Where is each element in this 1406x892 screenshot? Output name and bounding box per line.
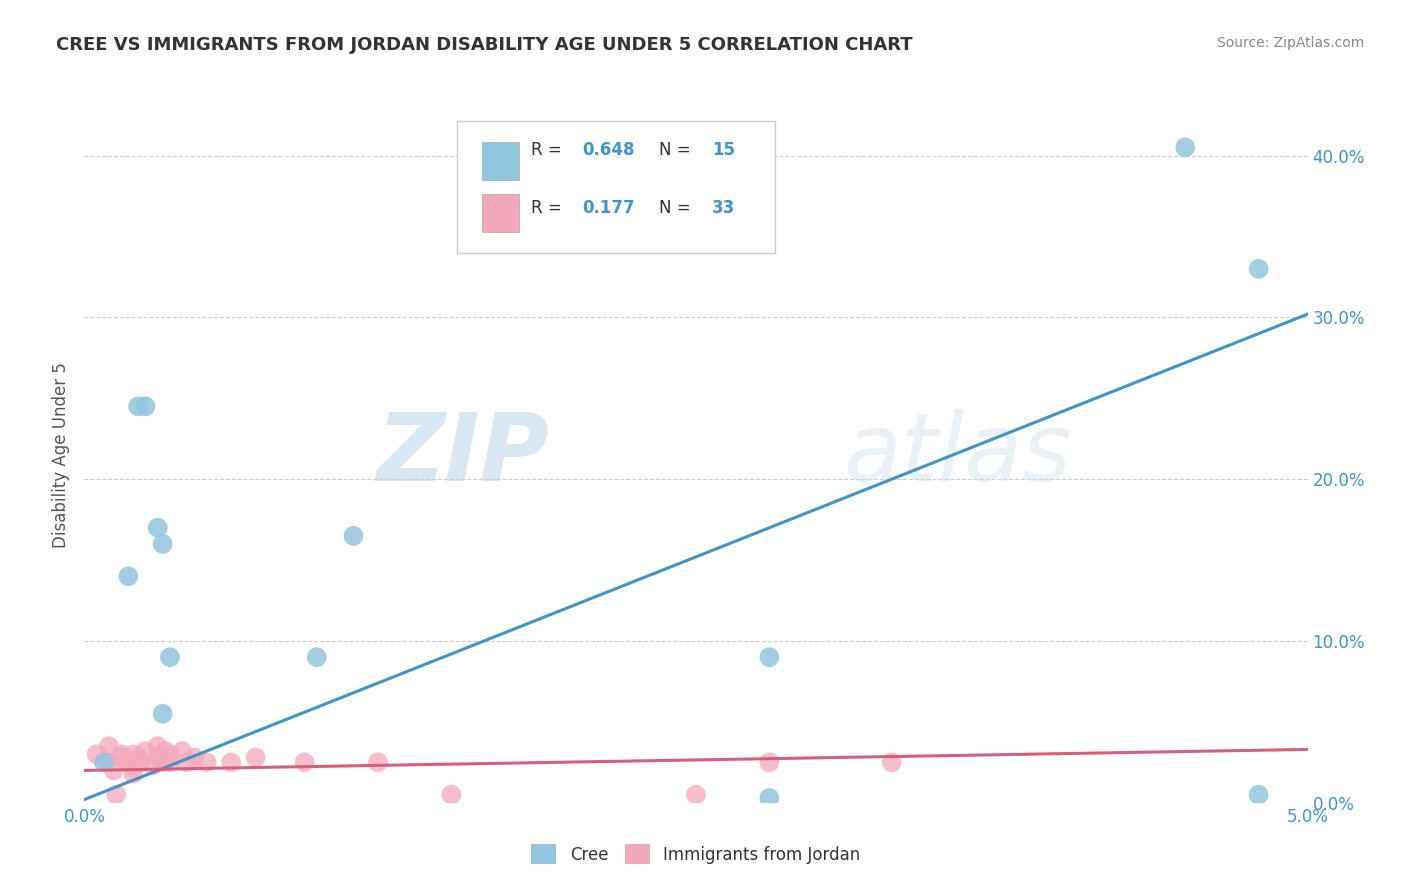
Text: atlas: atlas: [842, 409, 1071, 500]
Point: [146, 739, 169, 754]
Point: [159, 650, 181, 665]
Point: [103, 764, 125, 778]
Point: [294, 756, 316, 770]
Point: [183, 750, 205, 764]
Point: [758, 791, 780, 805]
Legend: Cree, Immigrants from Jordan: Cree, Immigrants from Jordan: [524, 838, 868, 871]
FancyBboxPatch shape: [482, 194, 519, 232]
Point: [880, 756, 903, 770]
Point: [122, 766, 145, 780]
Y-axis label: Disability Age Under 5: Disability Age Under 5: [52, 362, 70, 548]
FancyBboxPatch shape: [457, 121, 776, 253]
Text: R =: R =: [531, 141, 567, 159]
Point: [219, 756, 242, 770]
Text: ZIP: ZIP: [377, 409, 550, 501]
Point: [685, 788, 707, 802]
Point: [129, 756, 152, 770]
Point: [440, 788, 463, 802]
Point: [758, 650, 780, 665]
Point: [146, 750, 169, 764]
Point: [342, 529, 364, 543]
Point: [305, 650, 328, 665]
Text: N =: N =: [659, 199, 696, 217]
Text: CREE VS IMMIGRANTS FROM JORDAN DISABILITY AGE UNDER 5 CORRELATION CHART: CREE VS IMMIGRANTS FROM JORDAN DISABILIT…: [56, 36, 912, 54]
Point: [195, 756, 218, 770]
Text: 33: 33: [711, 199, 735, 217]
Point: [97, 756, 120, 770]
Point: [110, 750, 132, 764]
Point: [758, 756, 780, 770]
Text: 15: 15: [711, 141, 735, 159]
Point: [117, 756, 139, 770]
FancyBboxPatch shape: [482, 142, 519, 180]
Point: [146, 521, 169, 535]
Point: [97, 739, 120, 754]
Point: [152, 537, 174, 551]
Point: [86, 747, 108, 762]
Point: [1247, 261, 1270, 276]
Point: [152, 756, 174, 770]
Point: [127, 400, 149, 414]
Point: [367, 756, 389, 770]
Point: [117, 569, 139, 583]
Point: [122, 760, 145, 774]
Point: [127, 750, 149, 764]
Point: [1174, 140, 1197, 154]
Point: [122, 747, 145, 762]
Point: [159, 747, 181, 762]
Point: [105, 788, 128, 802]
Point: [1247, 788, 1270, 802]
Point: [172, 744, 194, 758]
Text: 0.177: 0.177: [582, 199, 636, 217]
Point: [93, 756, 115, 770]
Point: [176, 756, 198, 770]
Point: [152, 706, 174, 721]
Point: [110, 747, 132, 762]
Text: R =: R =: [531, 199, 567, 217]
Point: [135, 400, 157, 414]
Text: N =: N =: [659, 141, 696, 159]
Point: [142, 758, 165, 772]
Point: [153, 744, 176, 758]
Text: Source: ZipAtlas.com: Source: ZipAtlas.com: [1216, 36, 1364, 50]
Text: 0.648: 0.648: [582, 141, 634, 159]
Point: [245, 750, 267, 764]
Point: [159, 756, 181, 770]
Point: [135, 744, 157, 758]
